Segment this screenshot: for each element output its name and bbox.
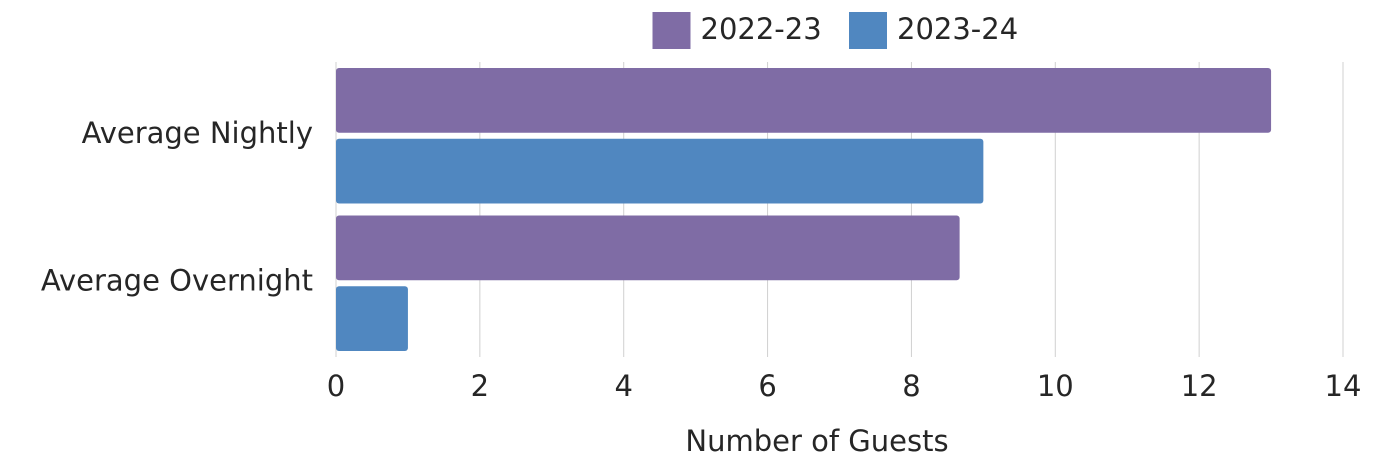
legend-label: 2022-23 bbox=[701, 12, 822, 46]
x-tick-label: 8 bbox=[902, 369, 920, 403]
y-tick-label: Average Overnight bbox=[41, 263, 313, 297]
x-tick-label: 2 bbox=[471, 369, 489, 403]
legend-label: 2023-24 bbox=[897, 12, 1018, 46]
x-axis-title: Number of Guests bbox=[685, 424, 948, 458]
y-tick-label: Average Nightly bbox=[82, 116, 313, 150]
legend-swatch bbox=[849, 12, 887, 49]
x-tick-label: 10 bbox=[1037, 369, 1074, 403]
bar bbox=[336, 68, 1272, 133]
x-tick-label: 4 bbox=[614, 369, 632, 403]
bar bbox=[336, 286, 408, 351]
x-tick-label: 0 bbox=[327, 369, 345, 403]
x-tick-label: 14 bbox=[1325, 369, 1362, 403]
bar bbox=[336, 215, 960, 281]
bar bbox=[336, 138, 984, 204]
x-tick-label: 12 bbox=[1181, 369, 1218, 403]
x-tick-label: 6 bbox=[758, 369, 776, 403]
legend-swatch bbox=[652, 12, 691, 49]
